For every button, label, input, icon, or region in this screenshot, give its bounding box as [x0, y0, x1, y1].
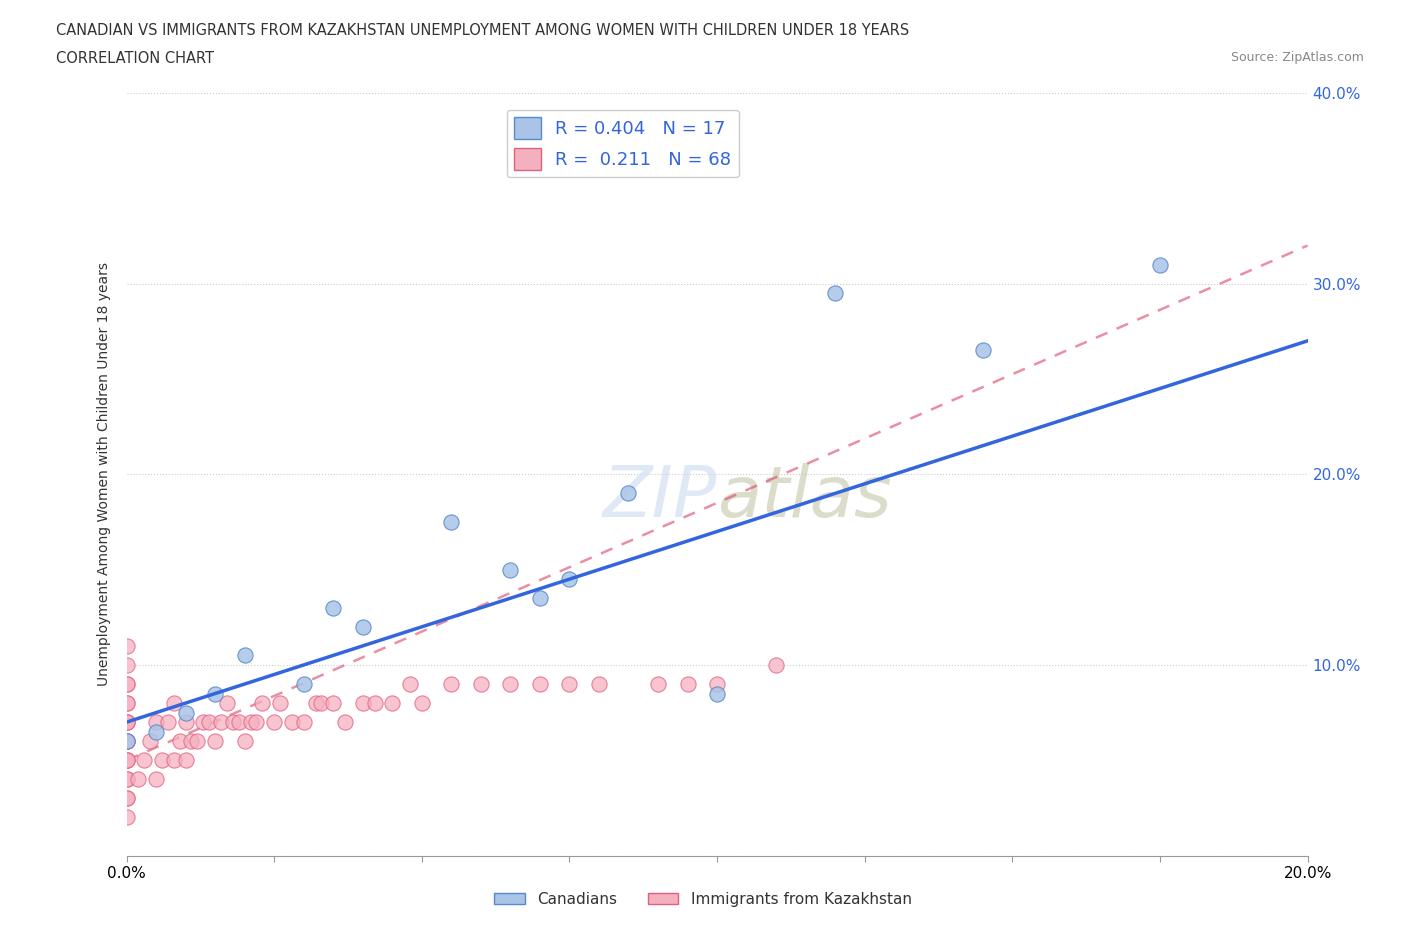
Point — [139, 734, 162, 749]
Point — [115, 753, 138, 768]
Point — [824, 286, 846, 300]
Point — [115, 714, 138, 729]
Legend: Canadians, Immigrants from Kazakhstan: Canadians, Immigrants from Kazakhstan — [488, 886, 918, 913]
Point — [233, 734, 256, 749]
Y-axis label: Unemployment Among Women with Children Under 18 years: Unemployment Among Women with Children U… — [97, 262, 111, 686]
Text: CORRELATION CHART: CORRELATION CHART — [56, 51, 214, 66]
Point — [209, 714, 232, 729]
Point — [381, 696, 404, 711]
Point — [411, 696, 433, 711]
Point — [115, 734, 138, 749]
Point — [1149, 258, 1171, 272]
Text: ZIP: ZIP — [603, 463, 717, 532]
Point — [292, 714, 315, 729]
Point — [198, 714, 221, 729]
Point — [115, 677, 138, 692]
Point — [322, 696, 344, 711]
Point — [163, 753, 186, 768]
Point — [115, 790, 138, 805]
Point — [115, 772, 138, 787]
Point — [228, 714, 250, 729]
Point — [292, 677, 315, 692]
Point — [263, 714, 285, 729]
Point — [204, 734, 226, 749]
Point — [134, 753, 156, 768]
Point — [706, 677, 728, 692]
Point — [174, 705, 197, 720]
Point — [215, 696, 238, 711]
Point — [647, 677, 669, 692]
Point — [588, 677, 610, 692]
Point — [440, 677, 463, 692]
Point — [163, 696, 186, 711]
Point — [470, 677, 492, 692]
Point — [169, 734, 191, 749]
Point — [281, 714, 304, 729]
Point — [363, 696, 385, 711]
Point — [115, 753, 138, 768]
Point — [529, 591, 551, 605]
Point — [222, 714, 245, 729]
Point — [115, 734, 138, 749]
Point — [115, 772, 138, 787]
Point — [115, 714, 138, 729]
Point — [252, 696, 274, 711]
Legend: R = 0.404   N = 17, R =  0.211   N = 68: R = 0.404 N = 17, R = 0.211 N = 68 — [506, 110, 738, 178]
Point — [115, 696, 138, 711]
Point — [150, 753, 173, 768]
Point — [765, 658, 787, 672]
Point — [145, 724, 167, 739]
Point — [174, 753, 197, 768]
Point — [174, 714, 197, 729]
Point — [558, 677, 581, 692]
Point — [322, 601, 344, 616]
Point — [204, 686, 226, 701]
Point — [239, 714, 262, 729]
Point — [115, 810, 138, 825]
Point — [115, 714, 138, 729]
Point — [352, 696, 374, 711]
Text: CANADIAN VS IMMIGRANTS FROM KAZAKHSTAN UNEMPLOYMENT AMONG WOMEN WITH CHILDREN UN: CANADIAN VS IMMIGRANTS FROM KAZAKHSTAN U… — [56, 23, 910, 38]
Point — [352, 619, 374, 634]
Point — [180, 734, 202, 749]
Point — [617, 485, 640, 500]
Point — [145, 772, 167, 787]
Point — [233, 648, 256, 663]
Point — [529, 677, 551, 692]
Text: Source: ZipAtlas.com: Source: ZipAtlas.com — [1230, 51, 1364, 64]
Point — [245, 714, 267, 729]
Point — [499, 562, 522, 577]
Point — [558, 572, 581, 587]
Point — [304, 696, 326, 711]
Point — [193, 714, 215, 729]
Point — [333, 714, 356, 729]
Point — [311, 696, 333, 711]
Point — [440, 514, 463, 529]
Point — [115, 753, 138, 768]
Point — [115, 639, 138, 654]
Point — [706, 686, 728, 701]
Point — [499, 677, 522, 692]
Point — [115, 734, 138, 749]
Point — [269, 696, 291, 711]
Point — [115, 696, 138, 711]
Point — [115, 677, 138, 692]
Point — [115, 658, 138, 672]
Point — [127, 772, 149, 787]
Point — [145, 714, 167, 729]
Point — [399, 677, 422, 692]
Point — [115, 734, 138, 749]
Point — [676, 677, 699, 692]
Text: atlas: atlas — [717, 463, 891, 532]
Point — [115, 790, 138, 805]
Point — [186, 734, 208, 749]
Point — [156, 714, 179, 729]
Point — [972, 343, 994, 358]
